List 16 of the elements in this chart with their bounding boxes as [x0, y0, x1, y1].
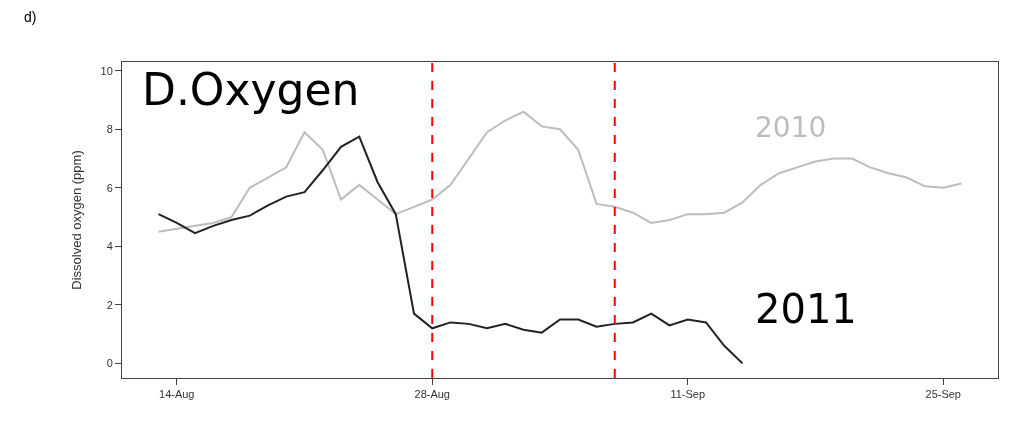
y-tick-label: 6 — [106, 181, 113, 194]
text: d) — [24, 9, 37, 25]
y-tick-label: 8 — [106, 123, 113, 136]
x-tick-label: 28-Aug — [414, 388, 450, 401]
y-tick-label: 2 — [106, 298, 113, 311]
y-tick-label: 0 — [106, 357, 113, 370]
x-tick-label: 25-Sep — [925, 388, 961, 401]
chart-title: D.Oxygen — [142, 64, 360, 115]
line-series — [157, 135, 744, 365]
x-tick-label: 11-Sep — [670, 388, 706, 401]
y-tick-label: 4 — [106, 240, 113, 253]
y-axis-title: Dissolved oxygen (ppm) — [69, 150, 85, 290]
series-label: 2011 — [755, 286, 857, 332]
x-tick-label: 14-Aug — [159, 388, 195, 401]
y-tick-label: 10 — [100, 64, 113, 77]
series-label: 2010 — [755, 111, 827, 144]
